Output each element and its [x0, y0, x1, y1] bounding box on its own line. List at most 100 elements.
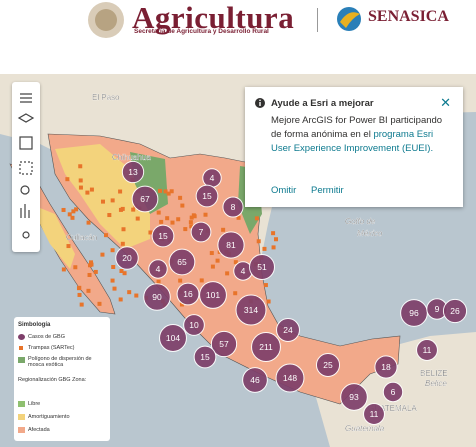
- trap: [89, 260, 94, 265]
- skip-button[interactable]: Omitir: [271, 185, 297, 196]
- brand-subtitle: Secretaría de Agricultura y Desarrollo R…: [134, 28, 269, 35]
- trap: [179, 302, 184, 307]
- toolbar-icons: [17, 93, 35, 239]
- trap: [79, 302, 84, 307]
- emblem: [88, 2, 124, 38]
- trap: [89, 187, 94, 192]
- trap: [170, 220, 175, 225]
- header: Agricultura Secretaría de Agricultura y …: [0, 0, 476, 66]
- cluster-count: 16: [183, 289, 193, 299]
- cluster: [235, 294, 267, 326]
- trap: [176, 217, 181, 222]
- cluster: [148, 259, 168, 279]
- trap: [189, 215, 194, 220]
- trap: [85, 190, 90, 195]
- cluster-count: 46: [250, 375, 260, 385]
- menu-icon[interactable]: [20, 93, 32, 103]
- cluster: [222, 196, 244, 218]
- trap: [122, 271, 127, 276]
- cluster-count: 81: [226, 240, 236, 250]
- trap: [262, 246, 267, 251]
- trap: [166, 191, 171, 196]
- popup-link[interactable]: programa Esri User Experience Improvemen…: [271, 129, 434, 154]
- partner: SENASICA: [368, 8, 449, 25]
- trap: [188, 220, 193, 225]
- trap: [156, 210, 161, 215]
- select-icon[interactable]: [19, 161, 33, 175]
- cluster-count: 93: [349, 392, 359, 402]
- cluster-count: 18: [381, 362, 391, 372]
- toolbar: [12, 82, 40, 252]
- cluster: [195, 184, 219, 208]
- trap: [131, 207, 136, 212]
- trap: [86, 220, 91, 225]
- cluster-count: 6: [391, 387, 396, 397]
- trap: [191, 213, 196, 218]
- chart-icon[interactable]: [20, 204, 30, 218]
- trap: [178, 195, 183, 200]
- trap: [271, 245, 276, 250]
- trap: [236, 215, 241, 220]
- cluster-count: 90: [152, 292, 162, 302]
- trap: [73, 265, 78, 270]
- cluster: [143, 283, 171, 311]
- cluster-count: 4: [156, 264, 161, 274]
- trap: [148, 230, 153, 235]
- trap: [159, 219, 164, 224]
- trap: [134, 293, 139, 298]
- trap: [254, 216, 259, 221]
- place-label: Golfo de: [345, 217, 376, 226]
- trap: [263, 283, 268, 288]
- place-label: Chihuahua: [112, 153, 151, 162]
- cluster: [168, 248, 196, 276]
- legend-zone: Libre: [28, 401, 41, 407]
- swatch-cases: [18, 334, 25, 340]
- place-label: GUATEMALA: [368, 404, 417, 413]
- cluster: [199, 281, 227, 309]
- place-labels: El Paso Chihuahua Culiacán Golfo de México BE…: [66, 93, 448, 433]
- cluster-count: 8: [231, 202, 236, 212]
- trap: [118, 189, 123, 194]
- trap: [183, 227, 188, 232]
- cluster-count: 25: [323, 360, 333, 370]
- trap: [112, 286, 117, 291]
- buffer-zone-baja: [30, 204, 75, 269]
- trap: [93, 269, 98, 274]
- trap: [104, 233, 109, 238]
- trap: [163, 189, 168, 194]
- cluster: [276, 318, 300, 342]
- trap: [121, 227, 126, 232]
- trap: [158, 188, 163, 193]
- trap: [87, 272, 92, 277]
- swatch-polygon: [18, 357, 25, 363]
- trap: [76, 286, 81, 291]
- allow-button[interactable]: Permitir: [311, 185, 344, 196]
- cluster: [159, 324, 187, 352]
- trap: [169, 189, 174, 194]
- brand: Agricultura: [132, 0, 295, 35]
- cluster-count: 26: [450, 306, 460, 316]
- place-label: BELIZE: [420, 369, 448, 378]
- trap: [119, 268, 124, 273]
- cluster-count: 20: [122, 253, 132, 263]
- search-icon[interactable]: [20, 185, 30, 195]
- cluster: [374, 355, 398, 379]
- info-icon: [255, 98, 265, 108]
- cluster: [315, 352, 341, 378]
- cluster-count: 67: [140, 194, 150, 204]
- layers-icon[interactable]: [17, 113, 35, 123]
- close-button[interactable]: ✕: [440, 95, 451, 110]
- cluster-count: 148: [283, 373, 297, 383]
- cluster: [176, 282, 200, 306]
- trap: [120, 241, 125, 246]
- trap: [225, 271, 230, 276]
- trap: [70, 215, 75, 220]
- trap: [61, 267, 66, 272]
- divider: [317, 8, 318, 32]
- qr-icon[interactable]: [19, 136, 33, 150]
- cluster: [151, 224, 175, 248]
- trap: [77, 292, 82, 297]
- trap: [67, 212, 72, 217]
- user-icon[interactable]: [22, 231, 30, 239]
